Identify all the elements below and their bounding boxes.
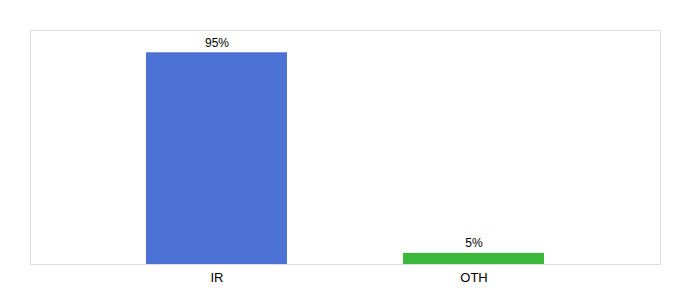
svg-text:IR: IR bbox=[211, 270, 224, 285]
svg-text:OTH: OTH bbox=[460, 270, 487, 285]
svg-text:95%: 95% bbox=[205, 36, 229, 50]
svg-text:5%: 5% bbox=[465, 236, 483, 250]
